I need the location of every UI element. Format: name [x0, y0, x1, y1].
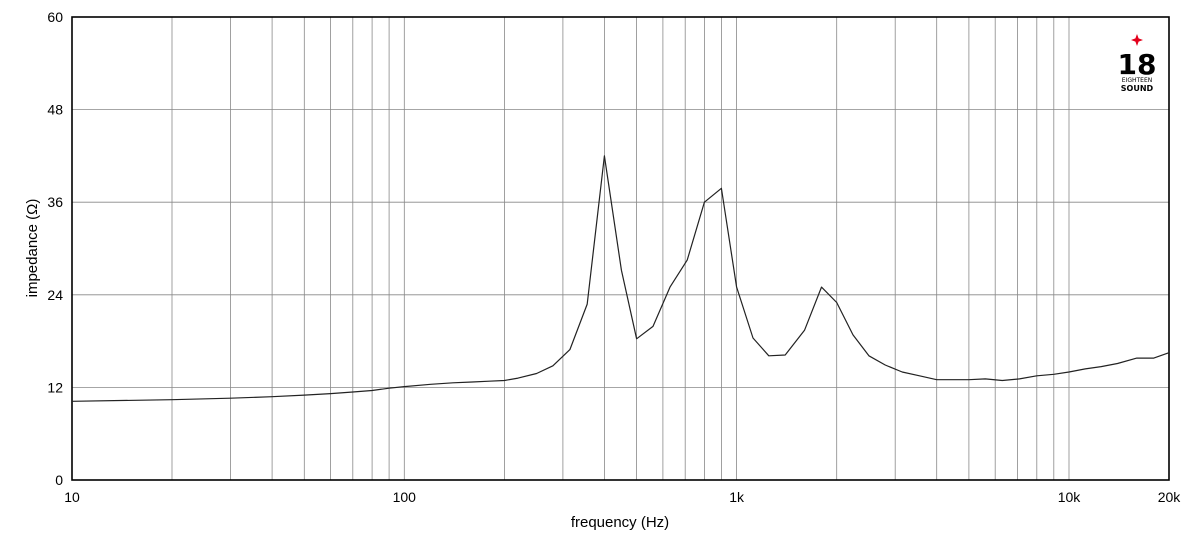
y-tick-label: 60 — [47, 9, 63, 25]
logo-word: SOUND — [1121, 84, 1154, 93]
impedance-series-line — [71, 155, 1170, 402]
y-tick-label: 36 — [47, 194, 63, 210]
x-tick-label: 100 — [393, 489, 417, 505]
y-tick-labels: 0 12 24 36 48 60 — [47, 9, 63, 488]
grid — [72, 17, 1169, 480]
x-tick-label: 1k — [729, 489, 745, 505]
brand-logo: 18 EIGHTEEN SOUND — [1118, 34, 1157, 93]
x-tick-label: 10k — [1058, 489, 1082, 505]
y-tick-label: 0 — [55, 472, 63, 488]
x-tick-label: 10 — [64, 489, 80, 505]
y-axis-label: impedance (Ω) — [24, 199, 41, 298]
y-tick-label: 48 — [47, 102, 63, 118]
y-tick-label: 12 — [47, 379, 63, 395]
logo-tagline: EIGHTEEN — [1122, 77, 1152, 84]
x-tick-label: 20k — [1158, 489, 1182, 505]
plot-frame — [71, 16, 1170, 481]
x-tick-labels: 10 100 1k 10k 20k — [64, 489, 1181, 505]
y-tick-label: 24 — [47, 287, 63, 303]
logo-numeral: 18 — [1118, 48, 1157, 81]
x-axis-label: frequency (Hz) — [571, 514, 669, 531]
star-icon — [1131, 34, 1143, 46]
